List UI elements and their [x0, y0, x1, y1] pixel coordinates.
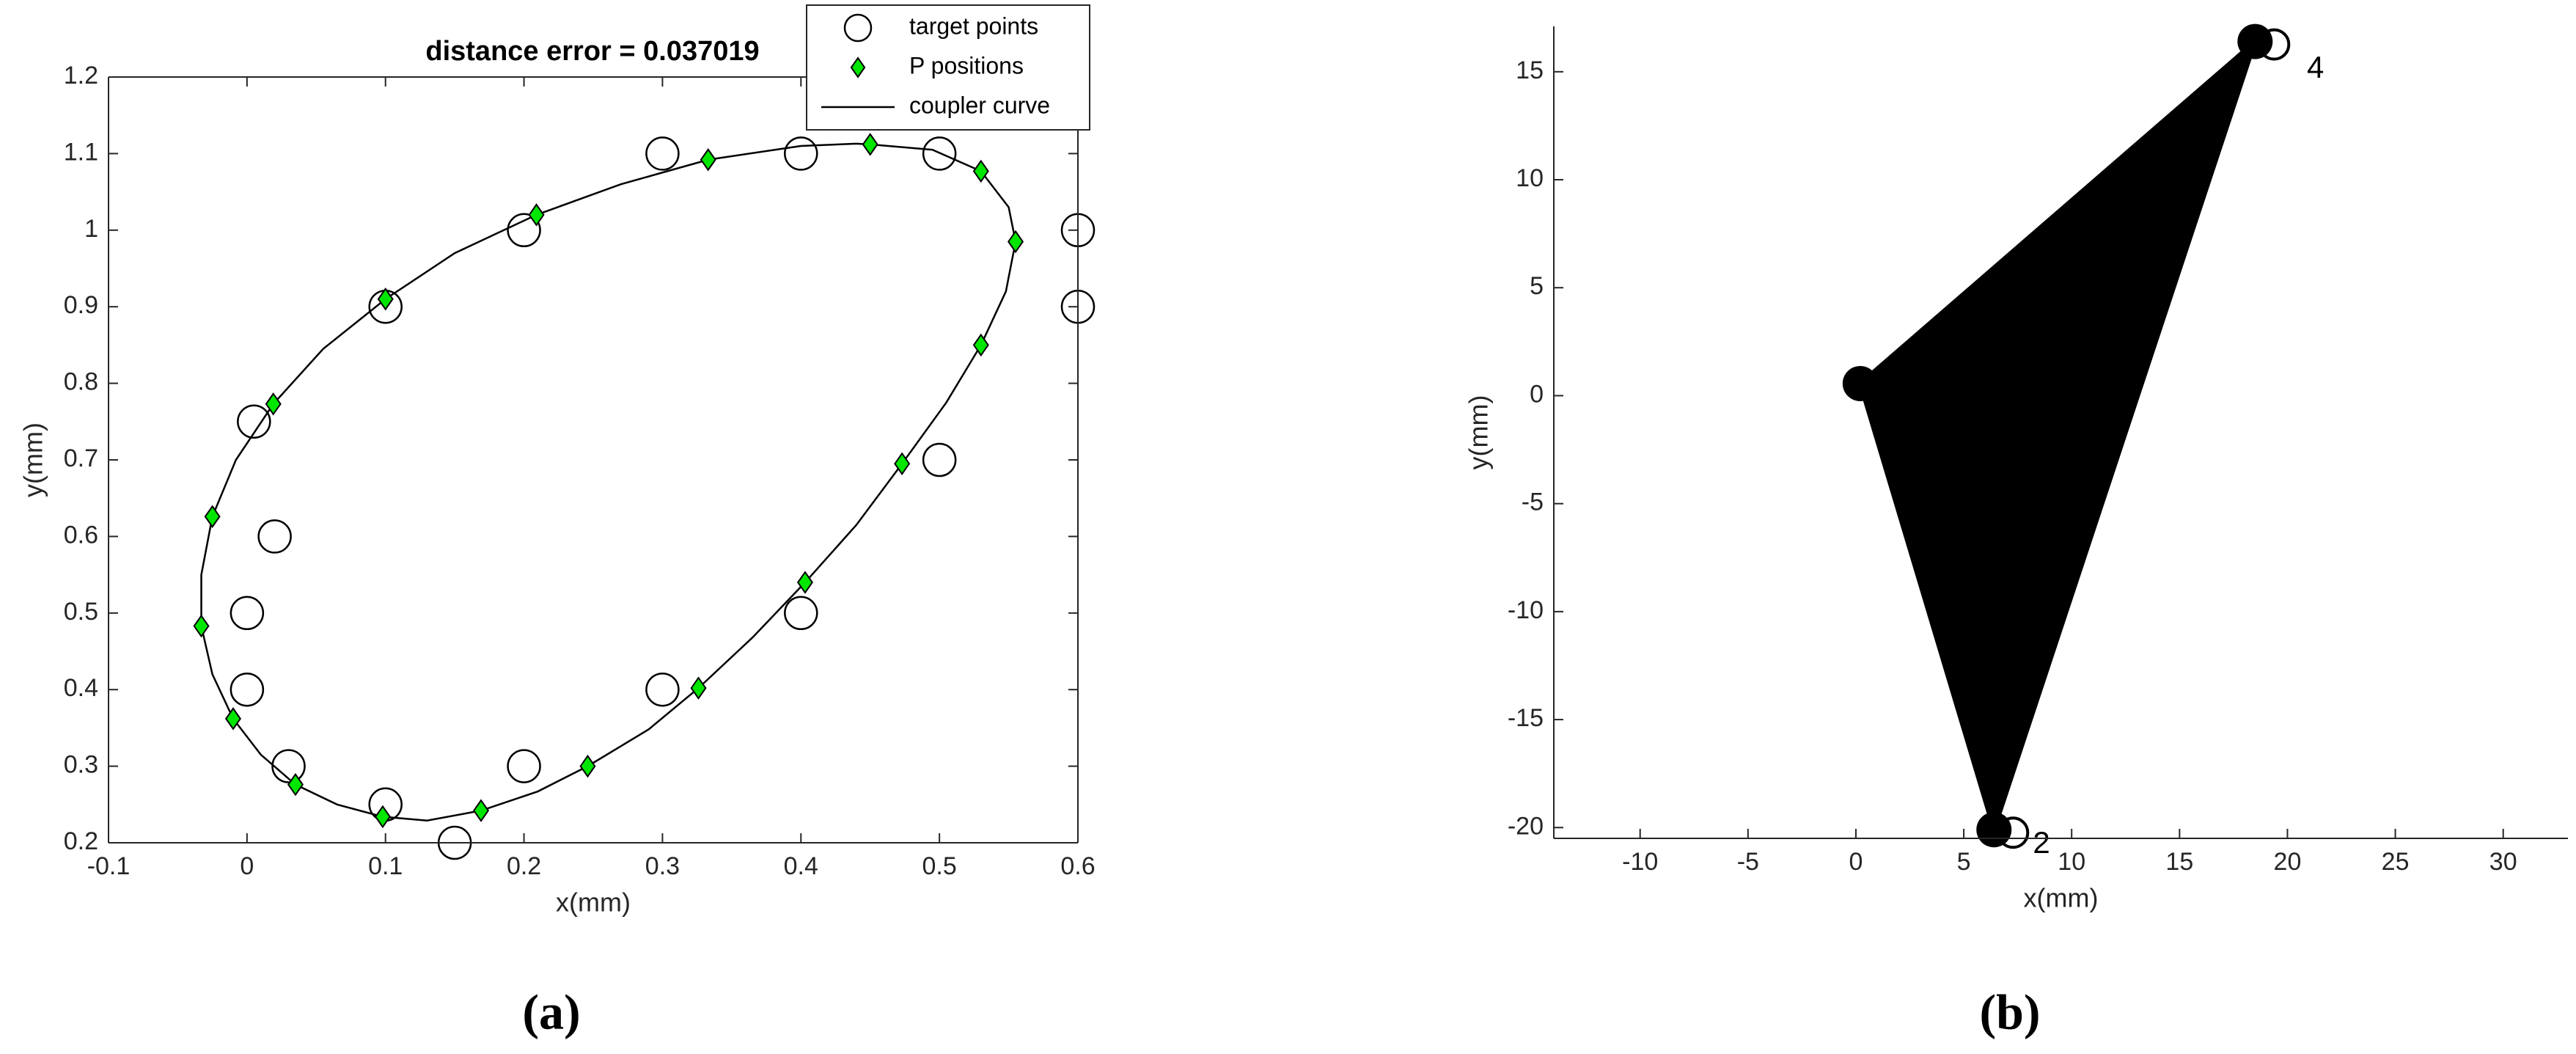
p-position	[700, 148, 716, 172]
caption: (b)	[1979, 984, 2040, 1040]
y-tick-label: 0.8	[64, 368, 98, 396]
p-position	[287, 772, 304, 797]
y-tick-label: 1.2	[64, 62, 98, 89]
target-point	[922, 136, 957, 171]
y-tick-label: 0.3	[64, 751, 98, 779]
chart-title: distance error = 0.037019	[425, 36, 759, 67]
x-axis-label: x(mm)	[556, 888, 631, 918]
x-tick-label: 0.2	[507, 852, 541, 880]
p-position	[265, 392, 282, 416]
x-tick-label: 0.3	[645, 852, 680, 880]
x-tick-label: 0.4	[784, 852, 818, 880]
y-tick-label: 0.6	[64, 521, 98, 549]
x-tick-label: 0.6	[1060, 852, 1095, 880]
p-position	[862, 133, 878, 156]
joint-outline	[1997, 816, 2030, 849]
target-point	[230, 672, 265, 707]
joint	[2237, 23, 2273, 59]
p-position	[528, 203, 545, 227]
x-tick-label: 5	[1957, 848, 1971, 876]
y-tick-label: 0.4	[64, 674, 98, 702]
y-axis-label: y(mm)	[1464, 395, 1494, 470]
x-tick-label: -0.1	[87, 852, 131, 880]
p-position	[579, 754, 596, 778]
target-point	[271, 749, 306, 783]
joint-outline	[1863, 370, 1896, 403]
y-tick-label: 15	[1516, 56, 1544, 84]
y-tick-label: -15	[1508, 704, 1544, 732]
coupler-curve	[200, 142, 1017, 821]
x-tick-label: 30	[2489, 848, 2517, 876]
p-position	[690, 676, 707, 700]
target-point	[230, 596, 265, 631]
target-point	[784, 596, 818, 631]
p-position	[377, 288, 394, 311]
x-tick-label: -10	[1622, 848, 1658, 876]
p-position	[374, 805, 391, 829]
mechanism-sweep	[1857, 39, 2258, 832]
y-tick-label: 1.1	[64, 138, 98, 166]
y-tick-label: 0.9	[64, 291, 98, 319]
p-position	[204, 505, 221, 528]
p-position	[796, 571, 813, 594]
joint-label: 2	[2033, 825, 2050, 860]
y-tick-label: 0.2	[64, 827, 98, 855]
legend-label: target points	[909, 12, 1038, 39]
y-tick-label: 0.5	[64, 598, 98, 626]
legend-label: P positions	[909, 52, 1024, 78]
y-tick-label: 1	[84, 215, 98, 243]
joint-label: 4	[2307, 50, 2324, 84]
p-position	[473, 799, 490, 822]
x-tick-label: 20	[2274, 848, 2302, 876]
joint	[1842, 365, 1878, 401]
x-tick-label: 25	[2382, 848, 2410, 876]
joint-outline	[2258, 28, 2291, 61]
target-point	[237, 404, 271, 439]
y-tick-label: 10	[1516, 164, 1544, 192]
target-point	[507, 213, 541, 248]
target-point	[257, 519, 292, 554]
p-position	[894, 452, 911, 475]
p-position	[972, 333, 989, 357]
x-tick-label: 0.5	[922, 852, 957, 880]
plot-area	[109, 77, 1078, 843]
legend-symbol	[843, 13, 873, 43]
y-axis-label: y(mm)	[18, 422, 48, 497]
caption: (a)	[522, 984, 580, 1040]
p-position	[224, 707, 241, 731]
target-point	[507, 749, 541, 783]
legend-symbol	[850, 56, 866, 78]
target-point	[922, 442, 957, 477]
x-tick-label: 10	[2058, 848, 2085, 876]
y-tick-label: 5	[1530, 272, 1544, 300]
x-tick-label: 0	[1849, 848, 1863, 876]
legend-label: coupler curve	[909, 92, 1050, 118]
y-tick-label: -20	[1508, 812, 1544, 840]
target-point	[784, 136, 818, 171]
x-tick-label: 15	[2165, 848, 2193, 876]
x-tick-label: -5	[1737, 848, 1759, 876]
joint	[1976, 812, 2012, 848]
target-point	[645, 672, 680, 707]
x-tick-label: 0.1	[368, 852, 403, 880]
y-tick-label: 0.7	[64, 444, 98, 472]
y-tick-label: -10	[1508, 596, 1544, 624]
y-tick-label: -5	[1522, 488, 1544, 516]
p-position	[972, 159, 989, 183]
y-tick-label: 0	[1530, 380, 1544, 408]
p-position	[1007, 230, 1024, 254]
p-position	[193, 614, 210, 638]
x-tick-label: 0	[240, 852, 254, 880]
target-point	[645, 136, 680, 171]
x-axis-label: x(mm)	[2024, 883, 2099, 913]
